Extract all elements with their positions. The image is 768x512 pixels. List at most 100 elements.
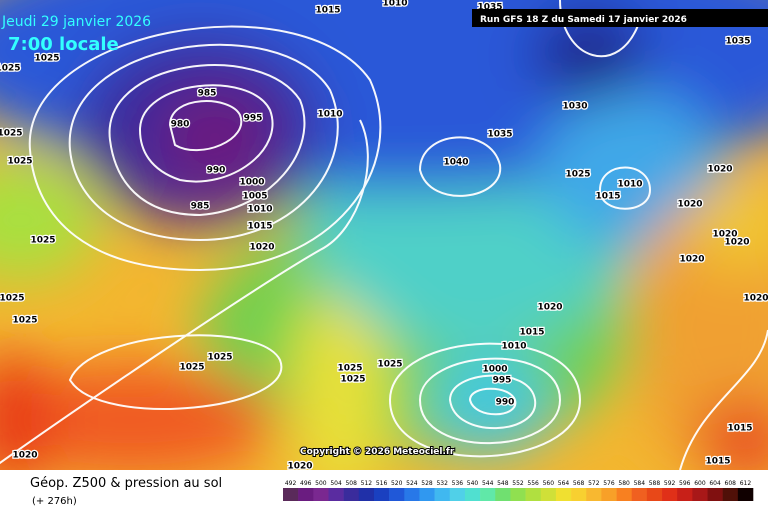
isobar-label: 1030 (562, 102, 587, 112)
run-box (472, 9, 768, 27)
legend-swatch (313, 488, 329, 501)
legend-label: 504 (330, 480, 342, 487)
legend-label: 572 (588, 480, 600, 487)
time-label: 7:00 locale (8, 34, 119, 55)
isobar-label: 1025 (0, 294, 25, 304)
legend-label: 516 (376, 480, 388, 487)
isobar-label: 1010 (617, 180, 642, 190)
legend-swatch (434, 488, 451, 501)
legend-label: 576 (603, 480, 615, 487)
isobar-label: 985 (198, 89, 217, 99)
legend-label: 604 (709, 480, 721, 487)
legend-swatch (525, 488, 542, 501)
legend-swatch (373, 488, 390, 501)
legend-swatch (389, 488, 405, 501)
legend-swatch (707, 488, 723, 501)
isobar-label: 1025 (34, 54, 59, 64)
legend-label: 580 (618, 480, 630, 487)
isobar-label: 1025 (30, 236, 55, 246)
legend-label: 596 (679, 480, 691, 487)
legend-label: 532 (436, 480, 448, 487)
isobar-label: 1020 (677, 200, 702, 210)
isobar-label: 1025 (377, 360, 402, 370)
isobar-label: 1010 (501, 342, 526, 352)
legend-label: 600 (694, 480, 706, 487)
isobar-label: 1000 (482, 365, 507, 375)
legend-label: 556 (527, 480, 539, 487)
isobar-label: 1020 (743, 294, 768, 304)
run-label: Run GFS 18 Z du Samedi 17 janvier 2026 (480, 15, 687, 25)
isobar-label: 985 (191, 202, 210, 212)
isobar-label: 1015 (519, 328, 544, 338)
legend-swatch (677, 488, 693, 501)
isobar-label: 1025 (179, 363, 204, 373)
legend-swatch (343, 488, 360, 501)
isobar-label: 1020 (537, 303, 562, 313)
legend-label: 548 (497, 480, 509, 487)
legend-label: 552 (512, 480, 524, 487)
color-legend: 492 496 500 504 508 512 516 520 524 528 532 536 540 5… (283, 480, 754, 501)
isobar-label: 1025 (12, 316, 37, 326)
field-title: Géop. Z500 & pression au sol (30, 476, 222, 491)
legend-swatch (662, 488, 678, 501)
isobar-label: 1010 (382, 0, 407, 9)
isobar-label: 1035 (725, 37, 750, 47)
legend-swatch (328, 488, 344, 501)
legend-label: 544 (482, 480, 494, 487)
legend-swatch (722, 488, 739, 501)
isobar-label: 1025 (340, 375, 365, 385)
legend-swatch (586, 488, 602, 501)
isobar-label: 1020 (724, 238, 749, 248)
legend-swatch (298, 488, 314, 501)
legend-swatch (449, 488, 466, 501)
legend-swatch (495, 488, 511, 501)
legend-label: 500 (315, 480, 327, 487)
isobar-label: 1020 (287, 462, 312, 472)
legend-swatch (404, 488, 420, 501)
legend-swatch (358, 488, 375, 501)
legend-swatch (737, 488, 754, 501)
lead-time: (+ 276h) (32, 496, 77, 507)
isobar-label: 1020 (707, 165, 732, 175)
legend-label: 496 (300, 480, 312, 487)
isobar-label: 1015 (315, 6, 340, 16)
legend-swatch (631, 488, 648, 501)
legend-label: 508 (345, 480, 357, 487)
legend-label: 520 (391, 480, 403, 487)
legend-label: 612 (740, 480, 752, 487)
legend-swatch (616, 488, 633, 501)
isobar-label: 1020 (249, 243, 274, 253)
legend-label: 492 (285, 480, 297, 487)
isobar-label: 1015 (705, 457, 730, 467)
legend-label: 536 (452, 480, 464, 487)
isobar-label: 1015 (595, 192, 620, 202)
legend-label: 564 (558, 480, 570, 487)
date-label: Jeudi 29 janvier 2026 (1, 14, 151, 30)
legend-swatch (480, 488, 496, 501)
legend-label: 568 (573, 480, 585, 487)
isobar-label: 1040 (443, 158, 468, 168)
isobar-label: 1035 (487, 130, 512, 140)
field (0, 0, 768, 470)
isobar-label: 1000 (239, 178, 264, 188)
isobar-label: 1015 (727, 424, 752, 434)
legend-label: 584 (634, 480, 646, 487)
isobar-label: 1025 (0, 64, 21, 74)
legend-swatch (646, 488, 663, 501)
legend-label: 524 (406, 480, 418, 487)
legend-swatch (419, 488, 435, 501)
legend-label: 528 (421, 480, 433, 487)
isobar-label: 1020 (712, 230, 737, 240)
legend-swatch (510, 488, 526, 501)
isobar-label: 1015 (247, 222, 272, 232)
legend-label: 540 (467, 480, 479, 487)
legend-swatch (464, 488, 481, 501)
isobar-label: 990 (207, 166, 226, 176)
isobar-label: 1025 (0, 129, 23, 139)
copyright: Copyright © 2026 Meteociel.fr (300, 447, 455, 457)
legend-label: 512 (361, 480, 373, 487)
legend-swatch (571, 488, 587, 501)
legend-swatch (540, 488, 557, 501)
legend-label: 608 (725, 480, 737, 487)
